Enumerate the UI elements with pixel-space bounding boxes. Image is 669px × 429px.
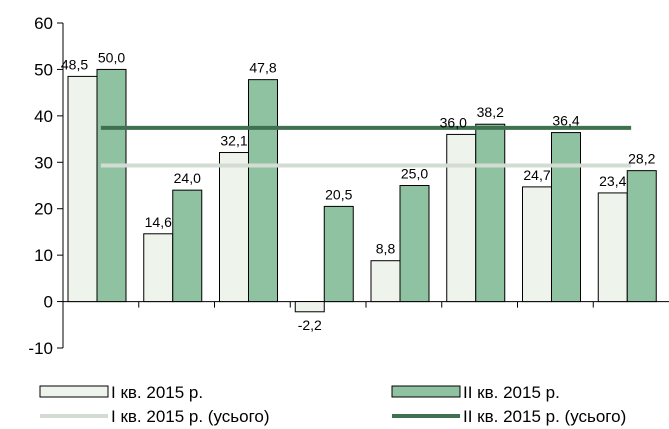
legend-swatch-1 (39, 385, 109, 398)
data-label-s2-6: 38,2 (477, 104, 504, 120)
bar-s1-4 (294, 301, 325, 313)
data-label-s1-1: 48,5 (61, 56, 88, 72)
x-axis (63, 301, 669, 308)
data-labels: 48,5 50,0 14,6 24,0 32,1 47,8 -2,2 20,5 8,8 25,0 3… (61, 49, 656, 332)
y-axis: -10 0 10 20 30 40 50 60 (28, 14, 64, 358)
bar-s1-3 (219, 152, 249, 303)
y-tick-label-3: 20 (34, 200, 53, 219)
bar-s1-1 (67, 75, 98, 303)
legend-label-2: II кв. 2015 р. (463, 383, 560, 402)
y-tick-label-4: 30 (34, 153, 53, 172)
bar-s1-5 (370, 260, 401, 303)
bar-s1-8 (597, 192, 628, 303)
bar-s2-4 (323, 205, 354, 303)
data-label-s1-8: 23,4 (599, 173, 626, 189)
legend-label-1: I кв. 2015 р. (111, 383, 203, 402)
bar-s2-5 (399, 185, 430, 303)
data-label-s1-6: 36,0 (440, 114, 467, 130)
data-label-s1-4: -2,2 (298, 317, 322, 333)
y-tick-label-7: 60 (34, 14, 53, 33)
data-label-s1-2: 14,6 (145, 214, 172, 230)
data-label-s2-3: 47,8 (249, 60, 276, 76)
bar-s2-1 (96, 68, 127, 303)
bar-s1-7 (522, 186, 552, 303)
data-label-s2-1: 50,0 (98, 49, 125, 65)
data-label-s2-8: 28,2 (628, 151, 655, 167)
data-label-s1-7: 24,7 (523, 167, 550, 183)
legend-label-4: II кв. 2015 р. (усього) (463, 407, 626, 426)
y-tick-label-6: 50 (34, 60, 53, 79)
legend-label-3: I кв. 2015 р. (усього) (111, 407, 270, 426)
data-label-s1-5: 8,8 (376, 241, 396, 257)
y-tick-label-0: -10 (28, 339, 53, 358)
data-label-s1-3: 32,1 (220, 133, 247, 149)
data-label-s2-7: 36,4 (552, 113, 579, 129)
data-label-s2-5: 25,0 (401, 166, 428, 182)
bar-s1-6 (446, 133, 477, 303)
data-label-s2-4: 20,5 (325, 186, 352, 202)
bars (67, 68, 657, 313)
data-label-s2-2: 24,0 (174, 170, 201, 186)
bar-s2-8 (626, 170, 657, 303)
bar-s2-2 (172, 189, 203, 303)
legend-swatch-2 (391, 385, 461, 398)
bar-s1-2 (143, 233, 174, 303)
y-tick-label-2: 10 (34, 246, 53, 265)
total-lines (100, 125, 632, 168)
legend: I кв. 2015 р. II кв. 2015 р. I кв. 2015 р.… (39, 383, 626, 426)
y-tick-label-1: 0 (44, 293, 53, 312)
bar-s2-3 (248, 79, 278, 303)
bar-s2-7 (551, 132, 581, 303)
y-tick-label-5: 40 (34, 107, 53, 126)
bar-s2-6 (475, 123, 506, 303)
